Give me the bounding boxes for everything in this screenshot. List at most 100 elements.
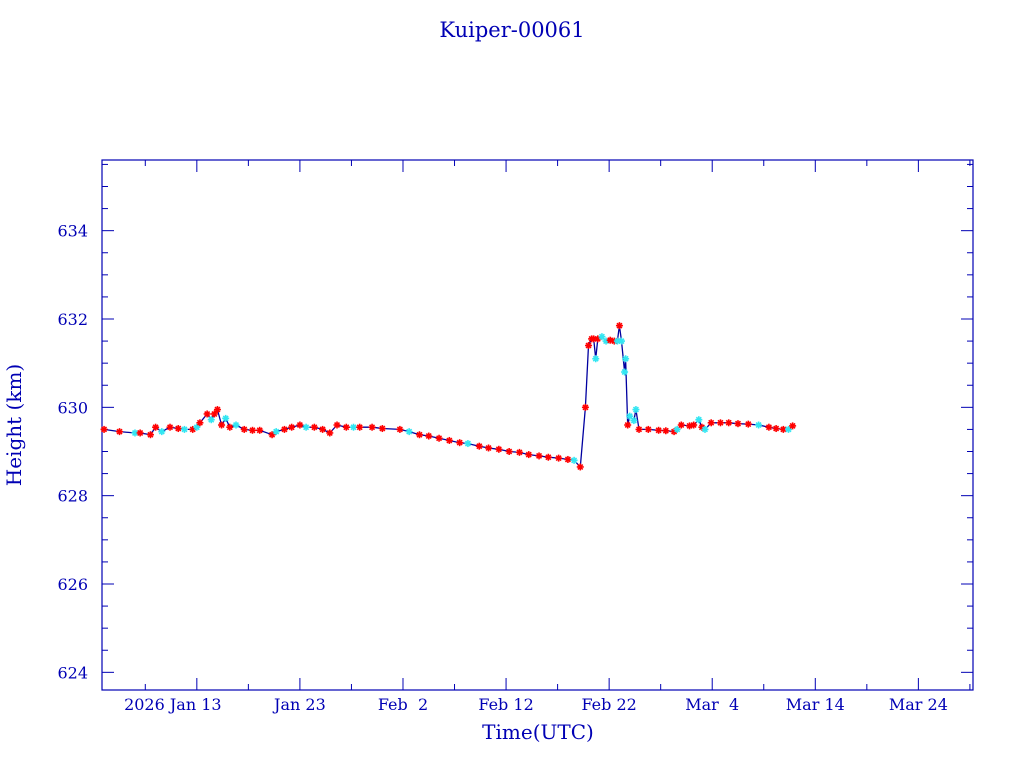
- data-point: [435, 434, 443, 442]
- data-point: [350, 423, 358, 431]
- data-point: [288, 423, 296, 431]
- data-point: [564, 455, 572, 463]
- data-point: [248, 426, 256, 434]
- data-point: [222, 414, 230, 422]
- chart-title: Kuiper-00061: [439, 18, 584, 42]
- data-point: [425, 432, 433, 440]
- y-tick-label: 626: [57, 575, 88, 594]
- y-tick-label: 632: [57, 310, 88, 329]
- data-point: [368, 423, 376, 431]
- data-point: [326, 429, 334, 437]
- data-point: [213, 406, 221, 414]
- x-tick-label: 2026 Jan 13: [124, 695, 222, 714]
- data-point: [744, 420, 752, 428]
- data-point: [495, 445, 503, 453]
- data-point: [180, 425, 188, 433]
- data-point: [319, 425, 327, 433]
- data-point: [296, 421, 304, 429]
- data-point: [535, 452, 543, 460]
- y-tick-label: 634: [57, 222, 88, 241]
- y-tick-label: 624: [57, 663, 88, 682]
- data-point: [598, 333, 606, 341]
- data-point: [621, 368, 629, 376]
- data-point: [232, 421, 240, 429]
- data-point: [515, 448, 523, 456]
- data-point: [570, 456, 578, 464]
- x-tick-label: Jan 23: [272, 695, 326, 714]
- data-point: [644, 425, 652, 433]
- data-point: [378, 425, 386, 433]
- data-point: [662, 427, 670, 435]
- data-point: [210, 410, 218, 418]
- data-point: [673, 425, 681, 433]
- data-point: [765, 423, 773, 431]
- data-point: [734, 420, 742, 428]
- y-tick-label: 628: [57, 487, 88, 506]
- data-point: [525, 451, 533, 459]
- data-point: [256, 426, 264, 434]
- data-point: [464, 440, 472, 448]
- data-point: [166, 423, 174, 431]
- data-point: [445, 436, 453, 444]
- data-point: [789, 422, 797, 430]
- data-point: [635, 425, 643, 433]
- data-point: [655, 426, 663, 434]
- data-point: [136, 429, 144, 437]
- data-point: [207, 416, 215, 424]
- data-point: [280, 425, 288, 433]
- data-point: [193, 423, 201, 431]
- data-point: [772, 425, 780, 433]
- data-point: [690, 421, 698, 429]
- data-point: [615, 322, 623, 330]
- data-point: [630, 417, 638, 425]
- data-point: [218, 421, 226, 429]
- data-point: [174, 425, 182, 433]
- data-point: [555, 454, 563, 462]
- data-point: [240, 425, 248, 433]
- data-point: [146, 431, 154, 439]
- data-point: [116, 428, 124, 436]
- data-point: [272, 428, 280, 436]
- x-tick-label: Feb 12: [478, 695, 533, 714]
- x-tick-label: Mar 4: [685, 695, 739, 714]
- data-point: [576, 463, 584, 471]
- data-point: [626, 412, 634, 420]
- data-point: [701, 425, 709, 433]
- x-tick-label: Mar 24: [889, 695, 948, 714]
- y-axis-label: Height (km): [2, 364, 26, 486]
- data-point: [618, 337, 626, 345]
- data-point: [415, 431, 423, 439]
- data-point: [485, 444, 493, 452]
- data-point: [695, 416, 703, 424]
- data-point: [310, 423, 318, 431]
- x-axis-label: Time(UTC): [482, 720, 594, 744]
- data-point: [622, 355, 630, 363]
- series-line: [104, 325, 794, 469]
- x-tick-label: Mar 14: [786, 695, 845, 714]
- data-point: [725, 419, 733, 427]
- data-point: [592, 355, 600, 363]
- data-point: [302, 423, 310, 431]
- data-point: [755, 421, 763, 429]
- data-point: [196, 419, 204, 427]
- data-point: [585, 342, 593, 349]
- x-tick-label: Feb 2: [378, 695, 428, 714]
- data-point: [158, 428, 166, 436]
- y-tick-label: 630: [57, 398, 88, 417]
- data-point: [396, 425, 404, 433]
- data-point: [716, 419, 724, 427]
- data-point: [333, 421, 341, 429]
- data-point: [632, 406, 640, 414]
- data-point: [505, 448, 513, 455]
- data-point: [475, 442, 483, 450]
- plot-frame: [101, 159, 974, 691]
- data-point: [356, 423, 364, 431]
- data-point: [342, 423, 350, 431]
- data-point: [624, 421, 632, 429]
- data-point: [677, 421, 685, 429]
- data-point: [226, 423, 234, 431]
- data-point: [544, 453, 552, 461]
- data-point: [456, 439, 464, 447]
- data-point: [707, 419, 715, 427]
